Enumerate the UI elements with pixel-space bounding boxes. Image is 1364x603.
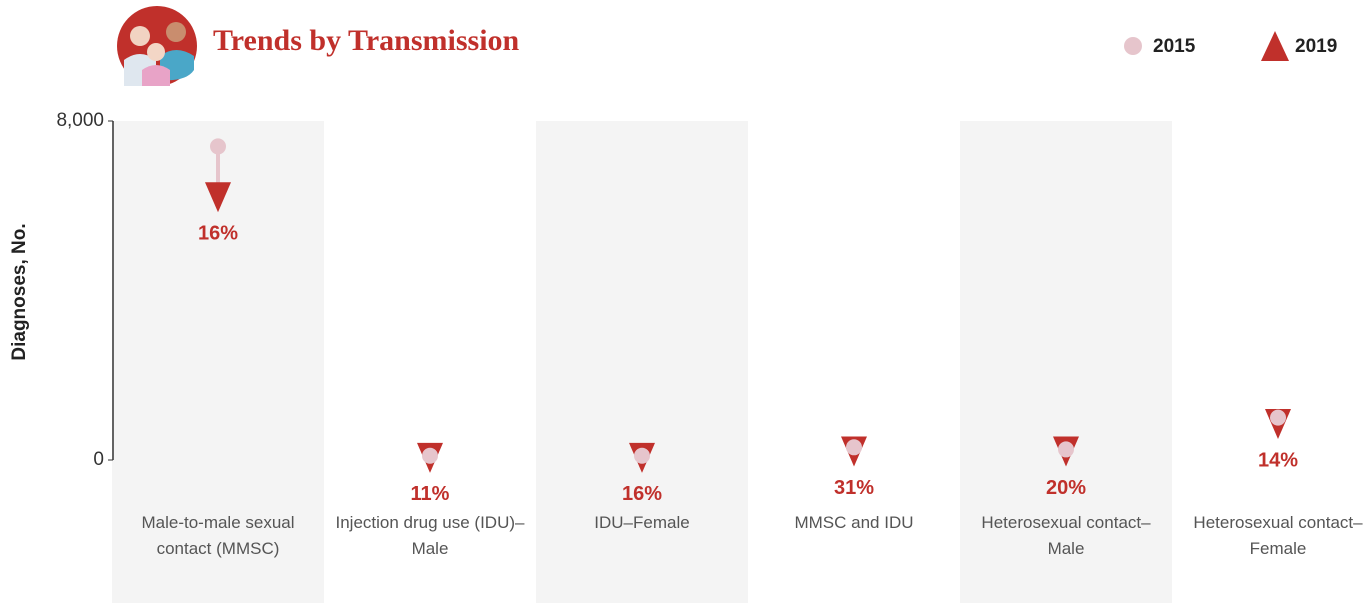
y-tick-label: 0: [93, 449, 104, 470]
marker-2015: [634, 448, 650, 464]
marker-2015: [422, 448, 438, 464]
marker-2015: [846, 439, 862, 455]
category-label: Injection drug use (IDU)–Male: [335, 510, 525, 562]
marker-2015: [1270, 410, 1286, 426]
category-label: IDU–Female: [547, 510, 737, 536]
change-label: 14%: [1258, 449, 1298, 471]
change-label: 16%: [622, 483, 662, 505]
marker-2015: [210, 138, 226, 154]
chart-title: Trends by Transmission: [213, 24, 520, 57]
change-label: 11%: [411, 483, 450, 505]
icon: [117, 6, 197, 86]
change-label: 31%: [834, 477, 874, 499]
category-label: Heterosexual contact–Female: [1183, 510, 1364, 562]
category-label: Heterosexual contact–Male: [971, 510, 1161, 562]
marker-2015: [1058, 441, 1074, 457]
y-tick-label: 8,000: [56, 110, 104, 131]
legend-marker: [1124, 37, 1142, 55]
change-label: 16%: [198, 223, 238, 245]
category-label: MMSC and IDU: [759, 510, 949, 536]
legend-label: 2019: [1295, 36, 1337, 57]
page: Trends by Transmission 0 8,000 Diagnoses, …: [0, 0, 1364, 603]
legend-marker: [1261, 31, 1289, 61]
change-label: 20%: [1046, 477, 1086, 499]
category-label: Male-to-male sexual contact (MMSC): [123, 510, 313, 562]
y-axis-label: Diagnoses, No.: [9, 223, 30, 360]
legend-label: 2015: [1153, 36, 1196, 57]
